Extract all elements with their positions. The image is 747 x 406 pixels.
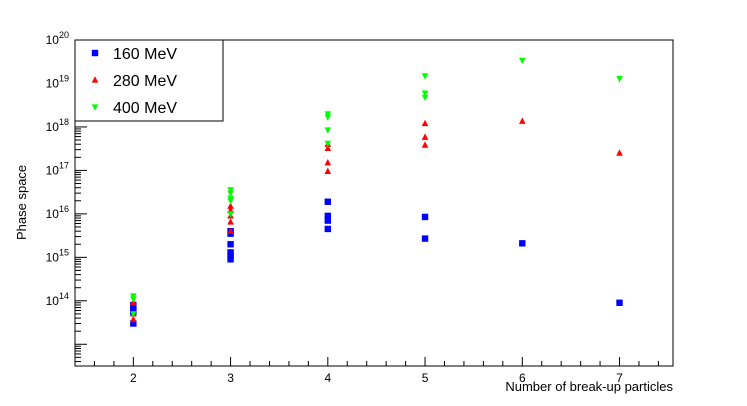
data-point: [324, 217, 332, 224]
data-point: [130, 320, 137, 327]
data-point: [421, 73, 429, 80]
data-point: [421, 133, 429, 140]
y-tick-label: 1020: [46, 30, 69, 47]
data-point: [616, 149, 623, 156]
data-point: [324, 158, 332, 166]
data-point: [421, 141, 429, 148]
x-tick-label: 3: [227, 371, 234, 385]
data-point: [421, 213, 429, 221]
data-point: [421, 119, 429, 127]
data-point: [227, 198, 234, 205]
data-point: [324, 127, 332, 134]
data-point: [324, 140, 332, 148]
y-tick-label: 1014: [46, 291, 69, 308]
data-points: [130, 57, 623, 327]
data-point: [421, 94, 429, 102]
legend-item: 400 MeV: [91, 100, 177, 117]
data-point: [227, 256, 234, 263]
data-point: [519, 240, 526, 247]
y-axis-label: Phase space: [14, 165, 29, 240]
plot-frame: [74, 39, 674, 367]
series-160-mev: [130, 198, 623, 327]
data-point: [518, 117, 526, 124]
data-point: [227, 218, 234, 225]
data-point: [227, 252, 234, 259]
x-tick-label: 2: [130, 371, 137, 385]
data-point: [421, 235, 429, 242]
data-point: [324, 225, 332, 233]
series-400-mev: [130, 57, 623, 318]
data-point: [324, 212, 332, 220]
x-tick-label: 5: [422, 371, 429, 385]
data-point: [227, 187, 234, 194]
legend: 160 MeV 280 MeV 400 MeV: [74, 39, 224, 122]
data-point: [324, 167, 332, 174]
legend-item: 160 MeV: [91, 46, 177, 63]
axis-ticks: [74, 39, 659, 366]
data-point: [227, 241, 234, 248]
legend-label: 280 MeV: [113, 73, 177, 90]
data-point: [227, 211, 234, 218]
data-point: [227, 202, 234, 209]
data-point: [518, 57, 526, 65]
tick-labels: 2 3 4 5 6 7 1014 1015 1016 1017 1018 1019 1020: [46, 30, 624, 385]
data-point: [421, 90, 429, 97]
data-point: [324, 114, 332, 121]
data-point: [616, 75, 623, 83]
legend-marker: [91, 49, 99, 57]
series-280-mev: [130, 117, 623, 323]
legend-marker: [91, 104, 99, 111]
y-tick-label: 1018: [46, 117, 69, 134]
data-point: [130, 315, 137, 323]
legend-label: 400 MeV: [113, 100, 177, 117]
legend-box: [74, 39, 224, 122]
y-tick-label: 1015: [46, 247, 69, 264]
legend-marker: [91, 76, 99, 83]
data-point: [227, 190, 234, 197]
data-point: [324, 198, 332, 205]
plot-area: [74, 39, 674, 367]
data-point: [130, 296, 137, 303]
data-point: [130, 311, 137, 318]
data-point: [616, 299, 623, 306]
x-tick-label: 4: [324, 371, 331, 385]
x-tick-label: 7: [616, 371, 623, 385]
y-tick-label: 1016: [46, 204, 69, 221]
y-tick-label: 1017: [46, 160, 69, 177]
data-point: [324, 144, 332, 152]
data-point: [227, 227, 234, 234]
x-axis-label: Number of break-up particles: [505, 379, 673, 394]
x-tick-label: 6: [519, 371, 526, 385]
legend-label: 160 MeV: [113, 46, 177, 63]
y-tick-label: 1019: [46, 73, 69, 90]
legend-item: 280 MeV: [91, 73, 177, 90]
